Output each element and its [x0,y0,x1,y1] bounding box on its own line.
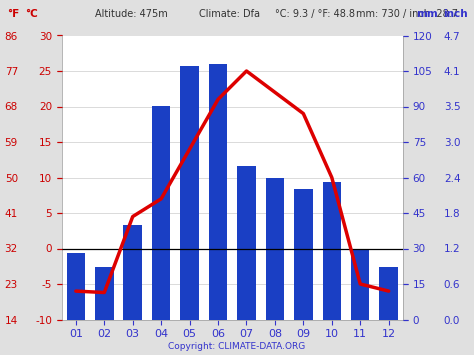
Bar [294,189,312,320]
Bar [237,166,255,320]
Text: °F: °F [7,9,19,19]
Text: Altitude: 475m: Altitude: 475m [95,9,167,19]
Bar [379,267,398,320]
Bar [322,182,341,320]
Text: Climate: Dfa: Climate: Dfa [199,9,260,19]
Text: °C: °C [25,9,37,19]
Text: mm: mm [416,9,438,19]
Bar [209,64,227,320]
Bar [351,248,369,320]
Bar [265,178,284,320]
Bar [66,253,85,320]
Text: Copyright: CLIMATE-DATA.ORG: Copyright: CLIMATE-DATA.ORG [168,343,306,351]
Text: mm: 730 / inch: 28.7: mm: 730 / inch: 28.7 [356,9,457,19]
Text: inch: inch [443,9,468,19]
Text: °C: 9.3 / °F: 48.8: °C: 9.3 / °F: 48.8 [275,9,355,19]
Bar [123,225,142,320]
Bar [180,66,199,320]
Bar [95,267,113,320]
Bar [152,106,170,320]
